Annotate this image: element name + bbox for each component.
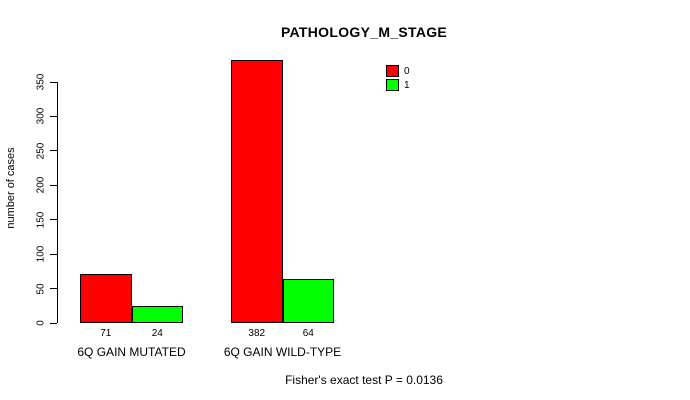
y-axis-tick-label: 0 [35,320,47,326]
y-axis-tick [50,150,57,152]
bar-series-1-group-0 [131,306,183,323]
y-axis-tick-label: 250 [35,142,47,160]
legend-label: 1 [404,79,410,91]
y-axis-tick [50,81,57,83]
legend-swatch-icon [386,65,399,77]
y-axis-line [57,82,58,323]
y-axis-tick [50,253,57,255]
y-axis-tick [50,288,57,290]
category-label: 6Q GAIN WILD-TYPE [223,345,342,359]
bar-series-0-group-0 [80,274,132,323]
y-axis-tick-label: 200 [35,176,47,194]
legend-item: 0 [386,64,410,78]
bar-value-label: 24 [151,328,163,339]
y-axis-tick-label: 100 [35,245,47,263]
legend-label: 0 [404,65,410,77]
y-axis-tick-label: 350 [35,73,47,91]
category-label: 6Q GAIN MUTATED [77,345,186,359]
y-axis-tick [50,115,57,117]
bar-value-label: 71 [100,328,112,339]
y-axis-tick [50,184,57,186]
legend-swatch-icon [386,79,399,91]
y-axis-tick [50,322,57,324]
stat-test-annotation: Fisher's exact test P = 0.0136 [285,373,443,387]
y-axis-tick-label: 50 [35,283,47,295]
bar-series-1-group-1 [282,279,334,323]
legend-item: 1 [386,78,410,92]
y-axis-tick [50,219,57,221]
bar-value-label: 64 [302,328,314,339]
y-axis-tick-label: 300 [35,108,47,125]
bar-series-0-group-1 [231,60,283,323]
chart-title: PATHOLOGY_M_STAGE [280,24,448,40]
y-axis-title: number of cases [5,147,17,229]
y-axis-tick-label: 150 [35,211,47,229]
bar-value-label: 382 [248,328,266,339]
